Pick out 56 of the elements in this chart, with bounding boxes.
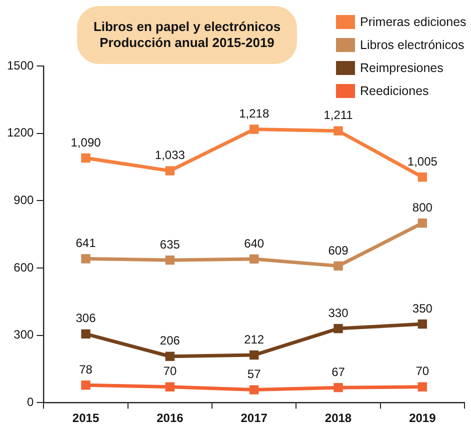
data-label: 70 [163,364,177,378]
point [334,382,343,392]
data-label: 70 [416,364,430,378]
data-label: 1,211 [324,108,354,122]
x-tick-label: 2016 [156,411,184,426]
point [165,166,175,176]
data-label: 306 [76,311,96,326]
point [81,329,90,339]
y-tick-label: 1500 [6,58,34,72]
point [165,382,175,392]
data-label: 800 [412,200,433,214]
point [250,254,259,264]
data-label: 1,218 [239,106,270,121]
point [81,153,90,163]
chart-title: Libros en papel y electrónicos Producción anual 2015-2019 [77,6,297,64]
y-tick-label: 0 [27,394,34,409]
point [165,256,175,265]
legend-label: Reediciones [360,84,429,98]
data-label: 67 [332,364,346,379]
point [418,218,428,228]
point [334,324,343,334]
point [418,382,428,392]
point [418,172,428,182]
x-tick-label: 2015 [72,411,100,426]
point [81,254,90,264]
point [334,126,343,136]
data-label: 350 [412,301,433,316]
x-tick-label: 2017 [240,411,268,426]
x-tick-label: 2018 [324,411,352,426]
data-label: 330 [328,306,349,320]
data-label: 640 [244,236,264,250]
point [250,350,259,360]
data-label: 1,005 [407,154,438,168]
y-tick-label: 1200 [6,126,34,140]
point [334,261,343,271]
y-tick-label: 900 [14,192,34,207]
y-tick-label: 300 [14,328,34,342]
data-label: 78 [79,362,93,376]
data-label: 57 [247,367,262,382]
legend-label: Libros electrónicos [360,38,464,52]
point [165,352,175,361]
legend-label: Primeras ediciones [360,14,466,28]
data-label: 609 [328,243,349,258]
data-label: 212 [244,332,264,346]
legend-label: Reimpresiones [360,60,444,74]
data-label: 1,033 [154,148,186,162]
x-tick-label: 2019 [409,411,436,426]
data-label: 206 [160,334,180,348]
y-tick-label: 600 [14,260,34,274]
point [250,124,259,134]
point [418,319,428,329]
data-label: 1,090 [70,135,102,150]
point [250,385,259,394]
data-label: 635 [160,237,180,252]
point [81,380,90,390]
data-label: 641 [76,236,96,250]
